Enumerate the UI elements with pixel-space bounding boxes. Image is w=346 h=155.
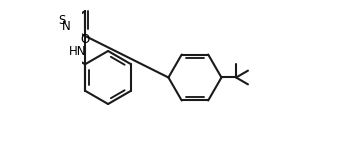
Text: S: S: [58, 14, 66, 27]
Text: N: N: [62, 20, 71, 33]
Text: O: O: [81, 33, 90, 46]
Text: HN: HN: [69, 45, 86, 58]
